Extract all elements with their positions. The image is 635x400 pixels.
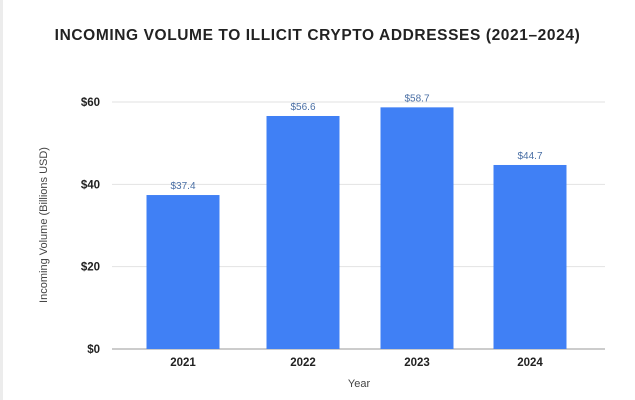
data-label: $56.6 — [290, 102, 315, 113]
y-axis-title: Incoming Volume (Billions USD) — [38, 147, 50, 303]
x-tick-label: 2021 — [170, 357, 196, 369]
data-label: $58.7 — [404, 93, 429, 104]
bar-2023 — [380, 107, 454, 349]
y-tick-label: $40 — [81, 179, 100, 191]
left-border — [0, 0, 3, 400]
bar-2021 — [146, 195, 220, 349]
bar-2022 — [266, 115, 340, 349]
chart-title: INCOMING VOLUME TO ILLICIT CRYPTO ADDRES… — [54, 27, 581, 44]
data-label: $44.7 — [517, 151, 542, 162]
x-tick-label: 2024 — [517, 357, 543, 369]
y-tick-label: $0 — [87, 344, 100, 356]
x-tick-label: 2022 — [290, 357, 316, 369]
y-tick-label: $20 — [81, 262, 100, 274]
x-axis-title: Year — [348, 378, 371, 390]
x-tick-label: 2023 — [404, 357, 430, 369]
data-label: $37.4 — [170, 181, 195, 192]
bar-2024 — [493, 164, 567, 349]
y-tick-label: $60 — [81, 97, 100, 109]
